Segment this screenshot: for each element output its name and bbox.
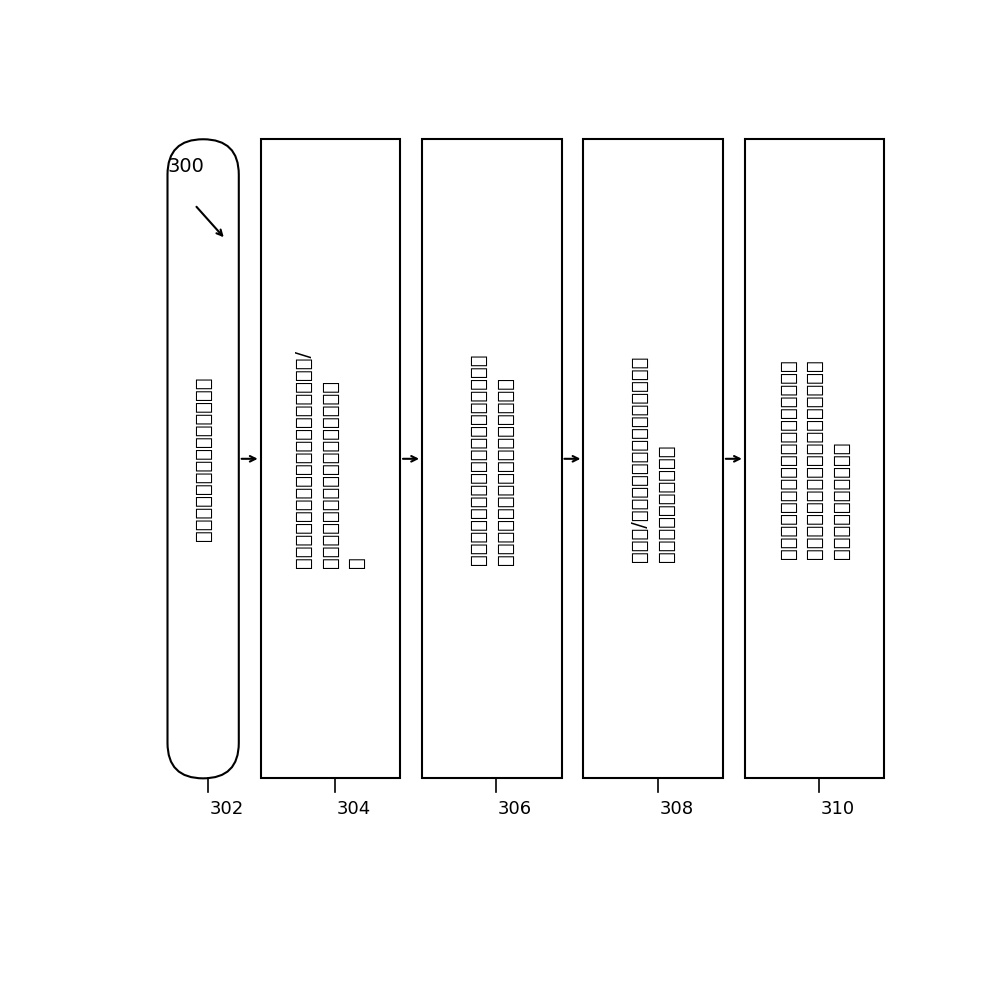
Text: 302: 302	[210, 800, 244, 818]
Text: 300: 300	[168, 157, 205, 176]
Text: 基于和/或使用先前步骤中的所生成的控
制参数来生成可读代码: 基于和/或使用先前步骤中的所生成的控 制参数来生成可读代码	[630, 356, 676, 562]
Bar	[422, 139, 561, 778]
Text: 处理所接收的信息，例如，以生成用于控
制生成相应可读代码的相应控制参数: 处理所接收的信息，例如，以生成用于控 制生成相应可读代码的相应控制参数	[469, 353, 514, 565]
Text: 开始（例如，设置并发起操作）: 开始（例如，设置并发起操作）	[194, 377, 213, 541]
Text: 310: 310	[821, 800, 855, 818]
Text: 304: 304	[337, 800, 371, 818]
Text: 308: 308	[659, 800, 693, 818]
Bar	[261, 139, 401, 778]
Bar	[744, 139, 884, 778]
Bar	[583, 139, 723, 778]
Text: 306: 306	[498, 800, 532, 818]
Text: 接收一般与产品有关并且与特定产品项和/
或包括该产品项的批次有关的输入人
。: 接收一般与产品有关并且与特定产品项和/ 或包括该产品项的批次有关的输入人 。	[295, 350, 367, 568]
Text: 将可读代码应用于产品项，例如，直接
压印在容器上，打印出包含代码的、可
以附着到容器的标签等: 将可读代码应用于产品项，例如，直接 压印在容器上，打印出包含代码的、可 以附着到…	[778, 359, 850, 559]
FancyBboxPatch shape	[168, 139, 239, 778]
